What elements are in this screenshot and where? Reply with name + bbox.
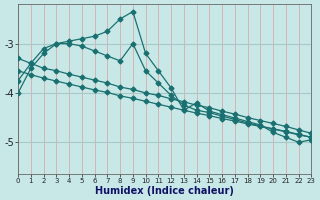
- X-axis label: Humidex (Indice chaleur): Humidex (Indice chaleur): [95, 186, 234, 196]
